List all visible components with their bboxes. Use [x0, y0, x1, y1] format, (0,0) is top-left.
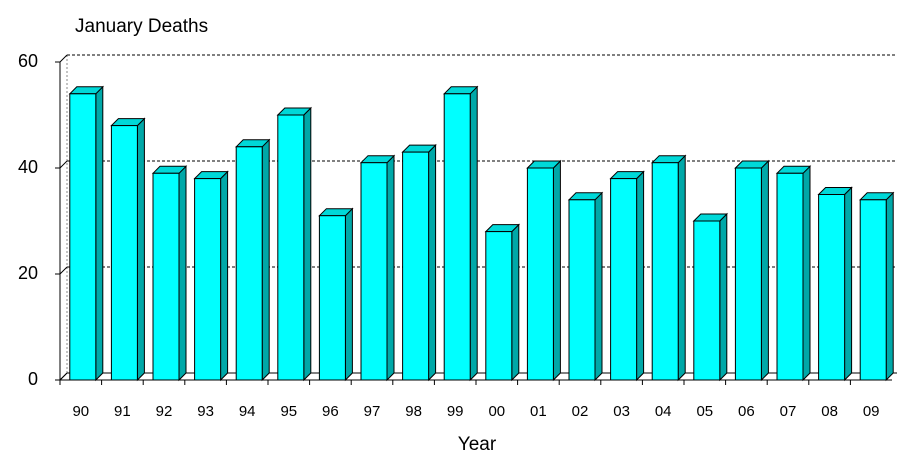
bar-front: [776, 172, 804, 381]
x-tick-label: 05: [696, 403, 713, 420]
bar: [193, 170, 229, 382]
bar: [692, 212, 729, 382]
bar-front: [568, 199, 596, 381]
bar: [234, 138, 271, 382]
bar: [401, 143, 437, 382]
bar-front: [485, 231, 513, 381]
bar-front: [110, 125, 138, 381]
bar-front: [152, 172, 180, 381]
y-tick-label: 60: [18, 51, 38, 71]
x-tick-label: 99: [447, 403, 464, 420]
bar-side: [178, 165, 187, 382]
x-tick-label: 01: [530, 403, 547, 420]
bar-front: [734, 167, 762, 381]
bar: [68, 85, 105, 382]
x-tick-label: 04: [655, 403, 672, 420]
x-axis-title: Year: [458, 434, 497, 455]
x-tick-label: 96: [322, 403, 339, 420]
bar-front: [526, 167, 554, 381]
bar-front: [235, 146, 263, 381]
bar-front: [360, 162, 388, 381]
bar: [858, 191, 895, 382]
bar-front: [443, 93, 471, 381]
bar-side: [844, 186, 853, 382]
bar: [110, 117, 146, 382]
bar-front: [277, 114, 305, 381]
bar-front: [859, 199, 887, 381]
bar: [817, 186, 853, 382]
x-tick-label: 91: [114, 403, 131, 420]
x-tick-label: 02: [572, 403, 589, 420]
bar-front: [610, 178, 638, 381]
bar: [151, 165, 188, 382]
grid-line-side: [59, 54, 68, 63]
y-tick-label: 40: [18, 157, 38, 177]
bar-front: [194, 178, 222, 381]
x-tick-label: 07: [780, 403, 797, 420]
x-tick-label: 92: [156, 403, 173, 420]
bar-side: [802, 165, 811, 382]
bar-side: [261, 138, 270, 382]
x-tick-label: 08: [821, 403, 838, 420]
bar-side: [220, 170, 229, 382]
bar-side: [386, 154, 395, 382]
y-tick-label: 20: [18, 263, 38, 283]
bar: [276, 106, 313, 382]
bar-front: [693, 220, 721, 381]
grid-line-side: [59, 160, 68, 169]
bar: [318, 207, 354, 382]
x-tick-label: 09: [863, 403, 880, 420]
bar-side: [677, 154, 686, 382]
bar-side: [636, 170, 645, 382]
bar-side: [719, 212, 728, 382]
bar: [734, 159, 770, 382]
bar-front: [69, 93, 97, 381]
bar-side: [511, 223, 520, 382]
bar-front: [818, 194, 846, 381]
x-tick-label: 06: [738, 403, 755, 420]
bar: [775, 165, 812, 382]
bar: [442, 85, 479, 382]
x-tick-label: 93: [197, 403, 214, 420]
bar-side: [552, 159, 561, 382]
x-tick-label: 00: [488, 403, 505, 420]
y-tick-label: 0: [28, 369, 38, 389]
bar-side: [428, 143, 437, 382]
x-tick-label: 03: [613, 403, 630, 420]
x-tick-label: 95: [280, 403, 297, 420]
bar: [359, 154, 396, 382]
bar-side: [760, 159, 769, 382]
bar-side: [885, 191, 894, 382]
x-tick-label: 94: [239, 403, 256, 420]
bar-side: [303, 106, 312, 382]
x-tick-label: 98: [405, 403, 422, 420]
bar-front: [402, 151, 430, 381]
bar: [484, 223, 521, 382]
bar: [609, 170, 645, 382]
bar-front: [318, 215, 346, 381]
bar-front: [651, 162, 679, 381]
x-tick-label: 90: [72, 403, 89, 420]
bar-side: [344, 207, 353, 382]
bar: [567, 191, 604, 382]
bar-side: [469, 85, 478, 382]
grid-line-side: [59, 266, 68, 275]
bar: [526, 159, 562, 382]
chart-title: January Deaths: [75, 16, 208, 37]
bar-side: [95, 85, 104, 382]
grid-line-side: [59, 372, 68, 381]
bar-side: [136, 117, 145, 382]
bar-side: [594, 191, 603, 382]
x-tick-label: 97: [364, 403, 381, 420]
bar: [650, 154, 687, 382]
